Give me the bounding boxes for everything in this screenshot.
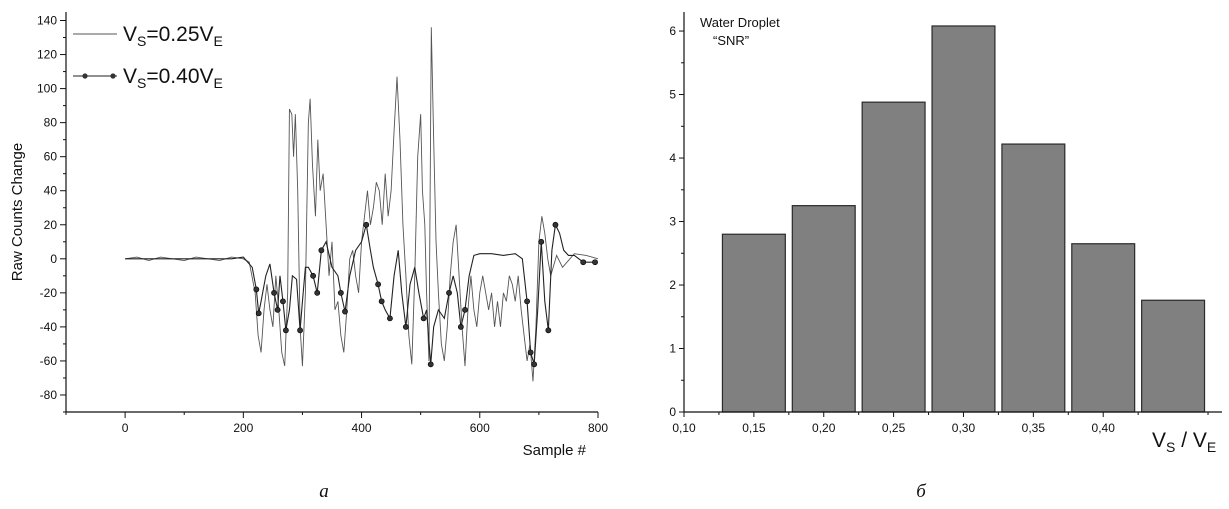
series-2-point <box>527 349 534 356</box>
series-2-point <box>375 281 382 288</box>
x-tick-label: 0,20 <box>812 421 836 435</box>
annotation-line-1: Water Droplet <box>700 15 780 30</box>
y-tick-label: -40 <box>40 320 58 334</box>
series-2-point <box>545 327 552 334</box>
series-2-point <box>274 306 281 313</box>
series-2-point <box>420 315 427 322</box>
bar-0,40 <box>1071 243 1136 413</box>
x-tick-label: 0,40 <box>1092 421 1116 435</box>
x-tick-label: 0,10 <box>672 421 696 435</box>
y-tick-label: 0 <box>669 405 676 419</box>
y-tick-label: 6 <box>669 24 676 38</box>
y-tick-label: 3 <box>669 215 676 229</box>
y-tick-label: -60 <box>40 354 58 368</box>
series-2-point <box>538 238 545 245</box>
series-2-point <box>253 286 260 293</box>
series-2-point <box>387 315 393 322</box>
y-tick-label: 120 <box>37 48 57 62</box>
bar-0,15 <box>721 233 786 413</box>
series-2-point <box>402 323 409 330</box>
y-axis-label: Raw Counts Change <box>9 143 26 281</box>
series-line-2 <box>125 222 596 365</box>
bar-0,35 <box>1001 143 1066 413</box>
panel-caption-b: б <box>916 481 927 502</box>
bar-0,20 <box>791 205 856 413</box>
legend-marker <box>82 73 88 79</box>
legend: VS=0.25VE VS=0.40VE <box>73 23 223 91</box>
series-2-point <box>427 361 434 368</box>
y-tick-label: -80 <box>40 388 58 402</box>
y-tick-label: 80 <box>44 116 58 130</box>
series-2-point <box>337 289 344 296</box>
bar-0,45 <box>1141 299 1206 413</box>
x-tick-label: 0,35 <box>1022 421 1046 435</box>
bar-0,25 <box>861 101 926 413</box>
series-2-point <box>446 289 452 296</box>
series-2-point <box>282 327 289 334</box>
y-tick-label: 20 <box>44 218 58 232</box>
series-2-point <box>342 308 348 315</box>
x-axis-label: Sample # <box>523 442 587 459</box>
y-tick-label: 40 <box>44 184 58 198</box>
x-tick-label: 0,25 <box>882 421 906 435</box>
bar-chart-panel: 0,10 0,15 0,20 0,25 0,30 0,35 0,40 0 1 2 3 4 5 6 Wate… <box>669 12 1222 455</box>
x-tick-label: 0,15 <box>742 421 766 435</box>
legend-entry-1: VS=0.25VE <box>123 23 223 49</box>
series-2-point <box>462 306 468 313</box>
series-2-point <box>318 247 325 254</box>
y-tick-label: 100 <box>37 82 57 96</box>
y-tick-label: 2 <box>669 278 676 292</box>
x-tick-label: 600 <box>470 421 490 435</box>
legend-marker <box>110 73 116 79</box>
y-tick-label: 5 <box>669 88 676 102</box>
series-2-point <box>531 361 538 368</box>
series-2-point <box>552 221 559 228</box>
x-axis-label: VS / VE <box>1152 429 1216 455</box>
y-tick-label: 1 <box>669 342 676 356</box>
series-2-point <box>580 259 587 266</box>
series-2-point <box>363 221 370 228</box>
series-2-point <box>457 323 464 330</box>
series-2-point <box>524 298 530 305</box>
x-tick-label: 800 <box>588 421 608 435</box>
series-line-1 <box>125 27 599 382</box>
bar-0,30 <box>931 25 996 413</box>
annotation-line-2: “SNR” <box>713 33 749 48</box>
series-2-point <box>297 327 303 334</box>
x-tick-label: 0 <box>122 421 129 435</box>
panel-caption-a: a <box>319 481 329 502</box>
x-tick-label: 400 <box>352 421 372 435</box>
series-2-point <box>310 272 316 279</box>
series-2-point <box>314 289 321 296</box>
series-2-point <box>271 289 277 296</box>
y-tick-label: -20 <box>40 286 58 300</box>
y-tick-label: 60 <box>44 150 58 164</box>
y-tick-label: 140 <box>37 14 57 28</box>
y-tick-label: 0 <box>50 252 57 266</box>
x-tick-label: 0,30 <box>952 421 976 435</box>
series-2-point <box>592 259 598 266</box>
series-2-point <box>280 298 286 305</box>
x-tick-label: 200 <box>233 421 253 435</box>
series-2-point <box>255 310 262 317</box>
legend-entry-2: VS=0.40VE <box>123 65 223 91</box>
series-2-point <box>378 298 385 305</box>
y-tick-label: 4 <box>669 151 676 165</box>
line-chart-panel: 0 200 400 600 800 -80 -60 -40 -20 0 20 40 60 80 100 120… <box>9 12 608 459</box>
